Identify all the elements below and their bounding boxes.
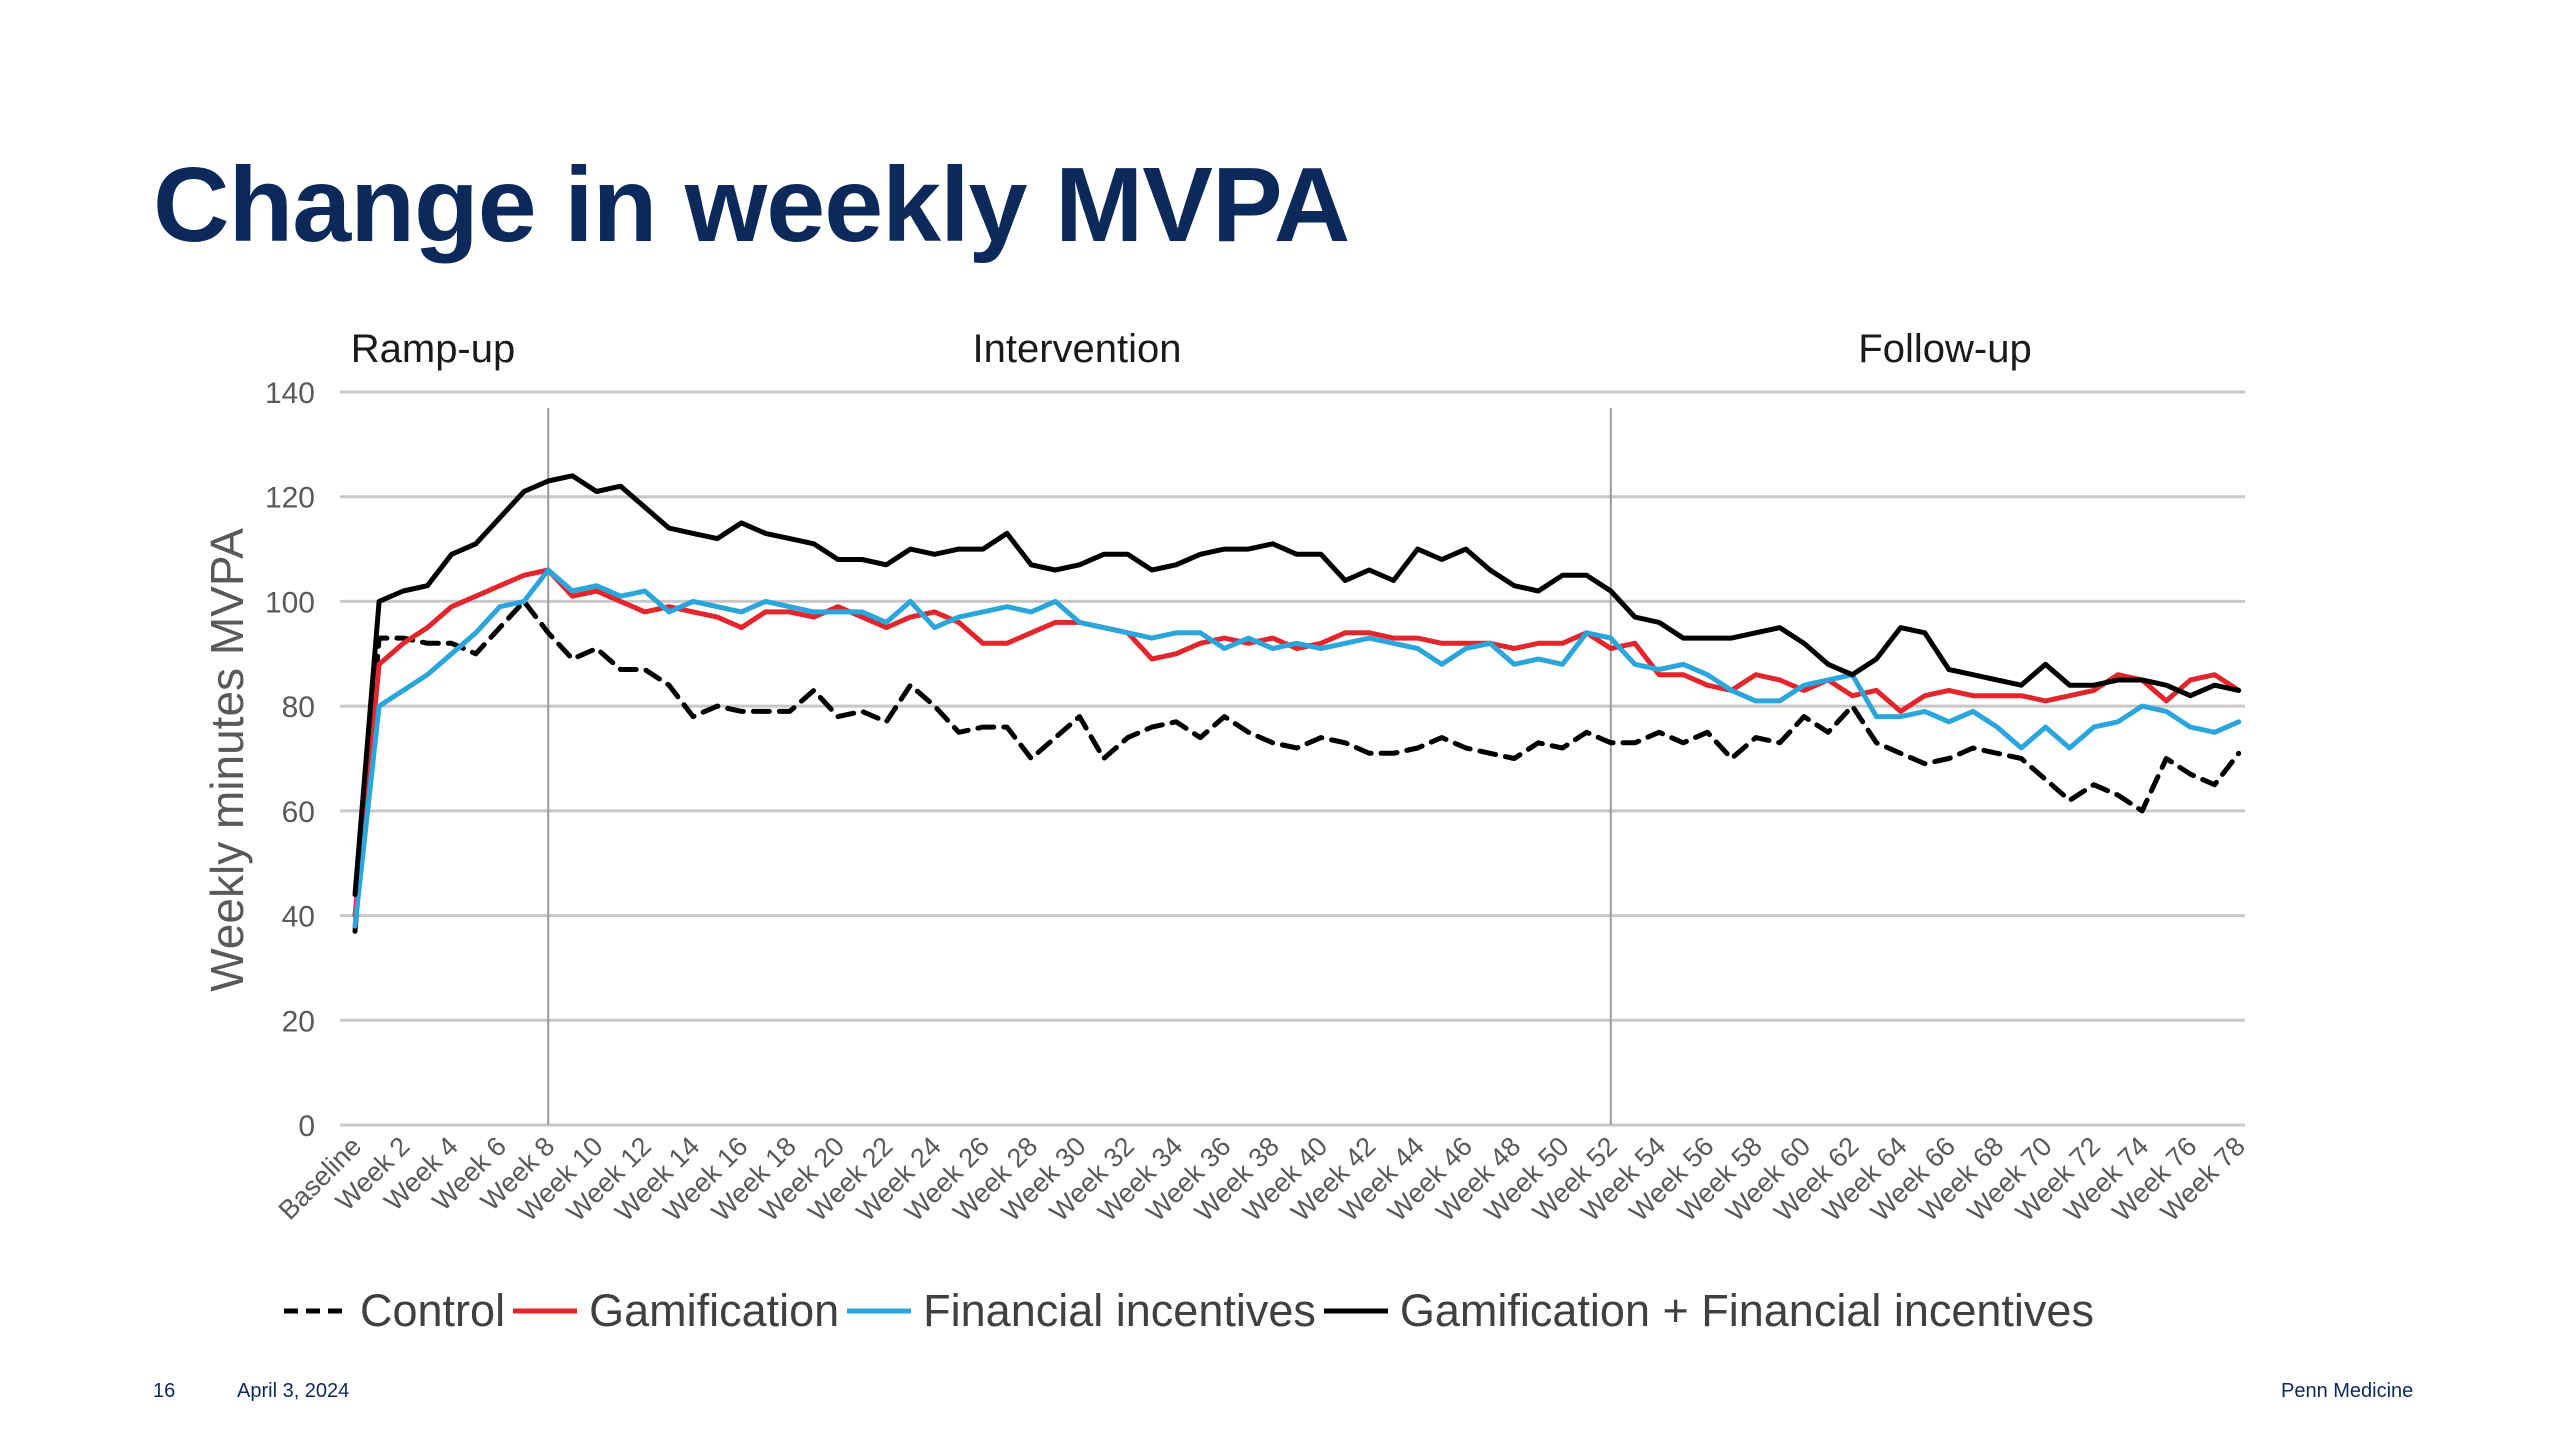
series-line-control [352,598,2242,934]
y-tick-label: 20 [282,1005,315,1038]
legend-swatch [284,1308,348,1314]
legend-label: Gamification + Financial incentives [1399,1285,2094,1336]
series-line-financial-incentives [352,567,2242,929]
y-tick-label: 60 [282,796,315,829]
page-number: 16 [153,1380,176,1402]
legend-item: Gamification + Financial incentives [1322,1285,2094,1337]
organization-name: Penn Medicine [2281,1380,2414,1402]
legend-swatch [513,1308,578,1314]
legend-item: Financial incentives [845,1285,1316,1337]
y-tick-label: 0 [298,1110,315,1143]
legend-item: Gamification [511,1285,839,1337]
legend-item: Control [282,1285,505,1337]
phase-label: Ramp-up [351,327,516,371]
legend-label: Financial incentives [923,1285,1316,1336]
y-axis-label: Weekly minutes MVPA [201,528,253,992]
phase-label: Intervention [972,327,1181,371]
legend-swatch [1323,1308,1388,1314]
y-tick-label: 100 [265,586,315,619]
slide-date: April 3, 2024 [237,1380,350,1402]
series-line-gamification-financial-incentives [352,473,2242,898]
series-line-gamification [352,567,2242,919]
legend-label: Gamification [589,1285,840,1336]
phase-label: Follow-up [1858,327,2031,371]
slide-title: Change in weekly MVPA [153,146,1350,264]
series-lines [352,473,2242,934]
gridlines [340,390,2245,1127]
legend-label: Control [360,1285,506,1336]
y-tick-label: 120 [265,482,315,515]
y-tick-label: 80 [282,691,315,724]
chart-legend: Control Gamification Financial incentives G… [282,1283,2100,1339]
y-tick-label: 40 [282,901,315,934]
y-axis: 0 20 40 60 80 100 120 140 [265,377,315,1143]
phase-annotations: Ramp-up Intervention Follow-up [351,327,2032,1125]
y-tick-label: 140 [265,377,315,410]
legend-swatch [847,1308,912,1314]
